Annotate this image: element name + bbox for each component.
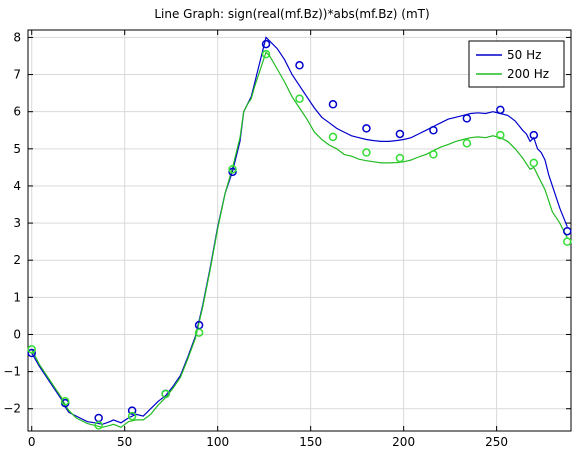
x-tick-label: 200 <box>392 435 415 449</box>
series-markers-1 <box>27 49 572 430</box>
y-tick-label: 0 <box>13 327 21 341</box>
x-tick-label: 100 <box>206 435 229 449</box>
legend-label: 200 Hz <box>507 67 549 81</box>
grid <box>28 30 571 431</box>
series-line <box>31 36 568 425</box>
x-tick-label: 150 <box>299 435 322 449</box>
plot-area <box>27 29 572 432</box>
y-tick-label: 6 <box>13 105 21 119</box>
data-point <box>94 421 103 430</box>
data-point <box>127 411 137 421</box>
x-tick-label: 0 <box>28 435 36 449</box>
data-point <box>328 132 338 142</box>
data-point <box>27 348 36 358</box>
data-point <box>529 130 539 140</box>
data-point <box>295 61 304 70</box>
legend-box <box>468 40 565 88</box>
y-axis: −2 −1 0 1 2 3 4 5 6 7 8 <box>3 30 571 416</box>
y-tick-label: 4 <box>13 179 21 193</box>
data-point <box>429 126 438 135</box>
data-point <box>362 148 371 157</box>
series-layer <box>27 36 572 430</box>
y-tick-label: 5 <box>13 142 21 156</box>
y-tick-label: 2 <box>13 253 21 267</box>
data-point <box>228 167 237 177</box>
data-point <box>127 406 137 415</box>
y-tick-label: 7 <box>13 68 21 82</box>
y-tick-label: 8 <box>13 30 21 44</box>
series-markers-0 <box>27 39 572 423</box>
chart-title: Line Graph: sign(real(mf.Bz))*abs(mf.Bz)… <box>154 7 429 21</box>
series-line <box>31 51 568 428</box>
data-point <box>194 328 204 337</box>
series-1 <box>31 51 568 428</box>
data-point <box>27 345 36 354</box>
data-point <box>261 39 271 49</box>
y-tick-label: −1 <box>3 365 21 379</box>
data-point <box>429 150 438 159</box>
data-point <box>395 129 405 139</box>
x-tick-label: 50 <box>117 435 132 449</box>
data-point <box>563 226 572 236</box>
legend: 50 Hz 200 Hz <box>468 40 565 88</box>
data-point <box>161 389 170 399</box>
data-point <box>228 164 237 174</box>
data-point <box>261 49 271 59</box>
y-tick-label: −2 <box>3 402 21 416</box>
y-tick-label: 3 <box>13 216 21 230</box>
x-tick-label: 250 <box>485 435 508 449</box>
x-axis: 0 50 100 150 200 250 <box>28 30 508 449</box>
data-point <box>60 397 70 406</box>
data-point <box>462 138 472 148</box>
y-tick-label: 1 <box>13 290 21 304</box>
data-point <box>295 94 304 103</box>
series-0 <box>31 36 568 425</box>
data-point <box>462 114 472 123</box>
data-point <box>395 153 405 163</box>
legend-label: 50 Hz <box>507 48 541 62</box>
data-point <box>94 413 103 423</box>
data-point <box>328 100 338 109</box>
data-point <box>529 158 539 168</box>
data-point <box>496 130 505 140</box>
data-point <box>563 237 572 246</box>
data-point <box>362 124 371 133</box>
data-point <box>496 105 505 115</box>
